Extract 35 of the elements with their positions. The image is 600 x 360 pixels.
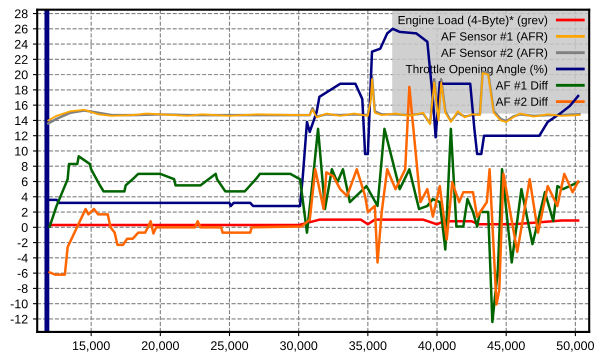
y-tick-label: 18	[15, 86, 28, 95]
x-tick-label: 35,000	[349, 341, 386, 352]
y-tick-label: -8	[18, 284, 28, 294]
y-tick-label: 12	[15, 132, 28, 140]
y-tick-label: 20	[14, 70, 28, 80]
x-tick-label: 25,000	[211, 341, 248, 352]
y-tick-label: 8	[22, 162, 28, 171]
y-tick-label: 24	[14, 40, 28, 49]
y-tick-label: 2	[22, 208, 28, 217]
legend-label: AF Sensor #2 (AFR)	[440, 48, 548, 60]
y-tick-label: 28	[14, 9, 28, 18]
legend-label: AF #2 Diff	[496, 97, 548, 106]
y-tick-label: 16	[15, 100, 28, 110]
y-tick-label: -2	[18, 238, 28, 248]
x-tick-label: 15,000	[72, 341, 110, 352]
x-tick-label: 30,000	[280, 341, 318, 352]
legend-label: Engine Load (4-Byte)* (grev)	[398, 16, 548, 27]
x-tick-label: 45,000	[487, 341, 525, 352]
legend-label: AF #1 Diff	[496, 80, 548, 90]
y-tick-label: -10	[10, 299, 28, 308]
x-tick-label: 50,000	[556, 341, 594, 352]
y-tick-label: -12	[10, 314, 28, 324]
y-tick-label: 0	[22, 223, 28, 232]
y-tick-label: 6	[22, 177, 28, 186]
y-tick-label: 26	[14, 24, 28, 34]
y-tick-label: 14	[15, 116, 28, 125]
x-tick-label: 40,000	[418, 341, 456, 352]
y-tick-label: 10	[15, 146, 28, 156]
y-tick-label: -4	[18, 254, 28, 262]
x-tick-label: 20,000	[142, 341, 179, 352]
legend-label: AF Sensor #1 (AFR)	[440, 32, 548, 43]
y-tick-label: 4	[22, 192, 28, 202]
y-tick-label: -6	[18, 268, 28, 278]
line-series	[48, 128, 580, 324]
y-tick-label: 22	[14, 55, 28, 64]
